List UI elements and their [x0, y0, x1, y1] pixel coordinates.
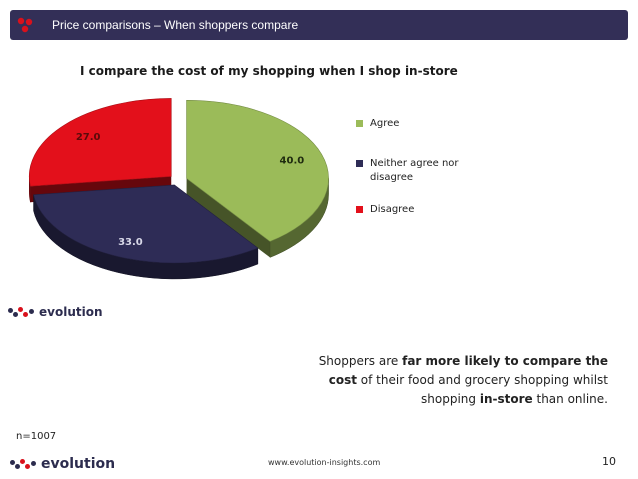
- legend-label: Neither agree nor disagree: [370, 158, 459, 183]
- footer-brand-logo: evolution: [10, 456, 115, 472]
- brand-name: evolution: [41, 456, 116, 472]
- pie-labels: 40.0 33.0 27.0: [76, 132, 304, 248]
- footer-url[interactable]: www.evolution-insights.com: [268, 458, 381, 467]
- pie-data-label: 40.0: [280, 156, 305, 167]
- pie-data-label: 33.0: [118, 237, 143, 248]
- legend-item-neither: Neither agree nor disagree: [356, 157, 490, 185]
- legend-swatch: [356, 120, 363, 127]
- legend-label: Agree: [370, 118, 400, 129]
- legend-label: Disagree: [370, 204, 415, 215]
- callout-emphasis: far more likely to compare the cost: [328, 354, 608, 387]
- page-title: Price comparisons – When shoppers compar…: [52, 18, 299, 32]
- legend-swatch: [356, 206, 363, 213]
- pie-tops: [28, 98, 329, 264]
- brand-dots-icon: [8, 306, 36, 318]
- brand-name: evolution: [39, 305, 103, 319]
- callout-text: Shoppers are far more likely to compare …: [288, 352, 608, 409]
- pie-slice-cut: [186, 178, 271, 258]
- sample-size: n=1007: [16, 431, 57, 442]
- brand-mark-icon: [17, 17, 33, 33]
- page-number: 10: [602, 455, 616, 468]
- pie-data-label: 27.0: [76, 132, 101, 143]
- callout-emphasis: in-store: [479, 392, 533, 406]
- legend-swatch: [356, 160, 363, 167]
- brand-logo: evolution: [8, 305, 103, 319]
- header-bar: Price comparisons – When shoppers compar…: [10, 10, 628, 40]
- pie-slice: [186, 100, 329, 242]
- callout-part: of their food and grocery shopping whils…: [356, 373, 608, 406]
- legend-item-agree: Agree: [356, 117, 490, 131]
- callout-part: than online.: [532, 392, 608, 406]
- legend-item-disagree: Disagree: [356, 203, 490, 217]
- pie-slice: [33, 184, 259, 264]
- pie-chart: 40.0 33.0 27.0: [28, 98, 329, 280]
- callout-part: Shoppers are: [318, 354, 403, 368]
- chart-title: I compare the cost of my shopping when I…: [80, 64, 458, 78]
- brand-dots-icon: [10, 458, 38, 470]
- pie-slice: [28, 98, 172, 187]
